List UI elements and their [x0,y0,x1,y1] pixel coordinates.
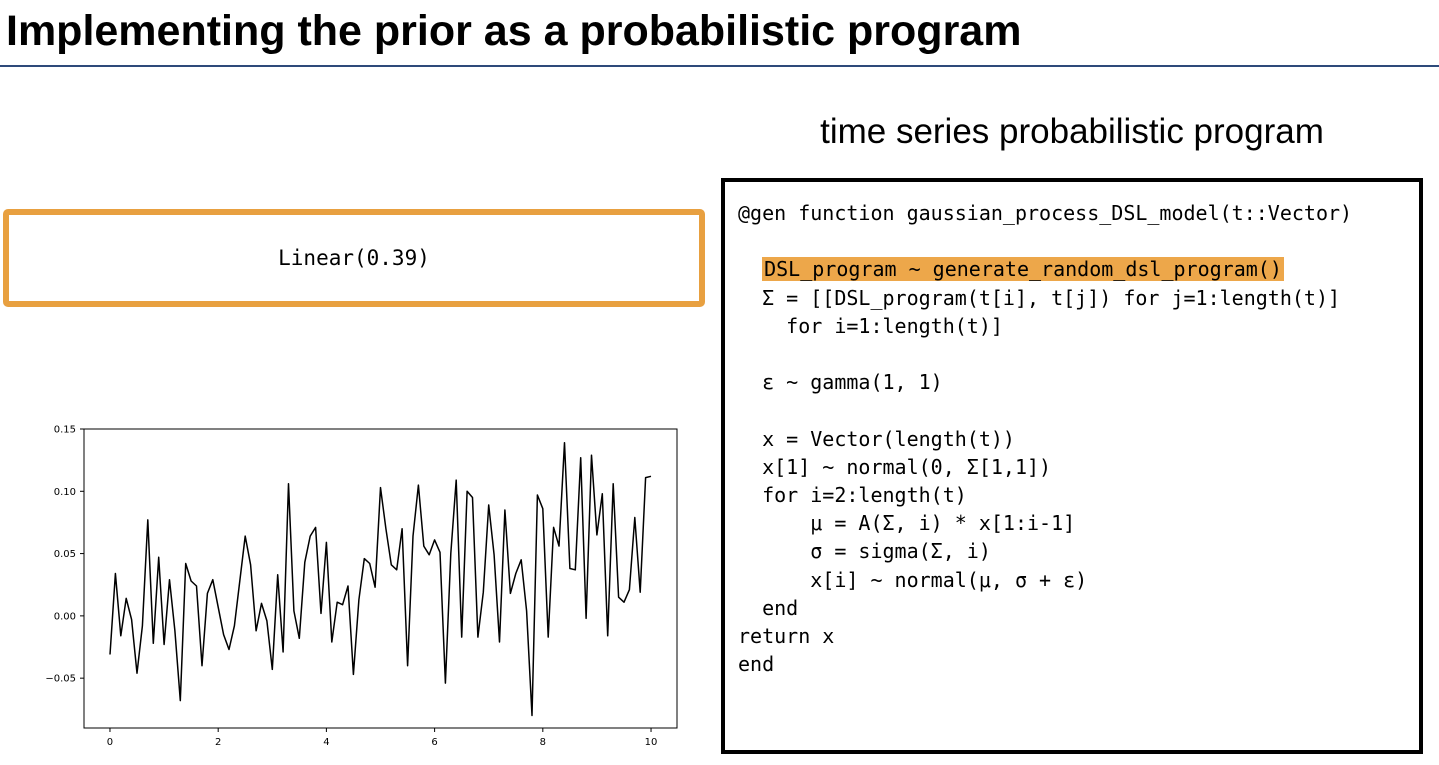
code-line: for i=2:length(t) [738,483,967,507]
x-tick-label: 6 [431,737,437,748]
slide-title: Implementing the prior as a probabilisti… [6,7,1022,55]
code-line: Σ = [[DSL_program(t[i], t[j]) for j=1:le… [738,285,1341,310]
code-line: μ = A(Σ, i) * x[1:i-1] [738,511,1076,536]
code-line: x[1] ~ normal(0, Σ[1,1]) [738,454,1052,479]
code-line-highlighted: DSL_program ~ generate_random_dsl_progra… [738,255,1284,283]
code-line: @gen function gaussian_process_DSL_model… [738,201,1353,225]
code-box: @gen function gaussian_process_DSL_model… [721,178,1423,754]
y-tick-label: 0.10 [54,487,76,498]
code-line: return x [738,624,835,648]
x-tick-label: 8 [540,737,546,748]
code-line: end [738,595,799,620]
code-line: ε ~ gamma(1, 1) [738,370,943,395]
title-divider [0,65,1439,67]
code-line: x[i] ~ normal(μ, σ + ε) [738,567,1088,592]
code-line: σ = sigma(Σ, i) [738,539,991,564]
code-line: x = Vector(length(t)) [738,426,1015,451]
code-line: for i=1:length(t)] [738,313,1003,338]
program-heading: time series probabilistic program [820,112,1324,151]
code-line: end [738,652,775,677]
kernel-label: Linear(0.39) [278,246,430,270]
x-tick-label: 2 [215,737,221,748]
highlighted-code-span: DSL_program ~ generate_random_dsl_progra… [762,257,1284,282]
x-tick-label: 0 [107,737,113,748]
x-tick-label: 4 [323,737,329,748]
y-tick-label: −0.05 [45,674,76,685]
y-tick-label: 0.15 [54,425,76,436]
y-tick-label: 0.05 [54,549,76,560]
plot-frame [83,428,678,729]
time-series-chart: 0 2 4 6 8 10 −0.05 0.00 0.05 0.10 0.15 [45,425,678,748]
x-tick-label: 10 [645,737,658,748]
kernel-box: Linear(0.39) [3,209,705,307]
series-line [109,441,652,717]
y-tick-label: 0.00 [54,611,76,622]
